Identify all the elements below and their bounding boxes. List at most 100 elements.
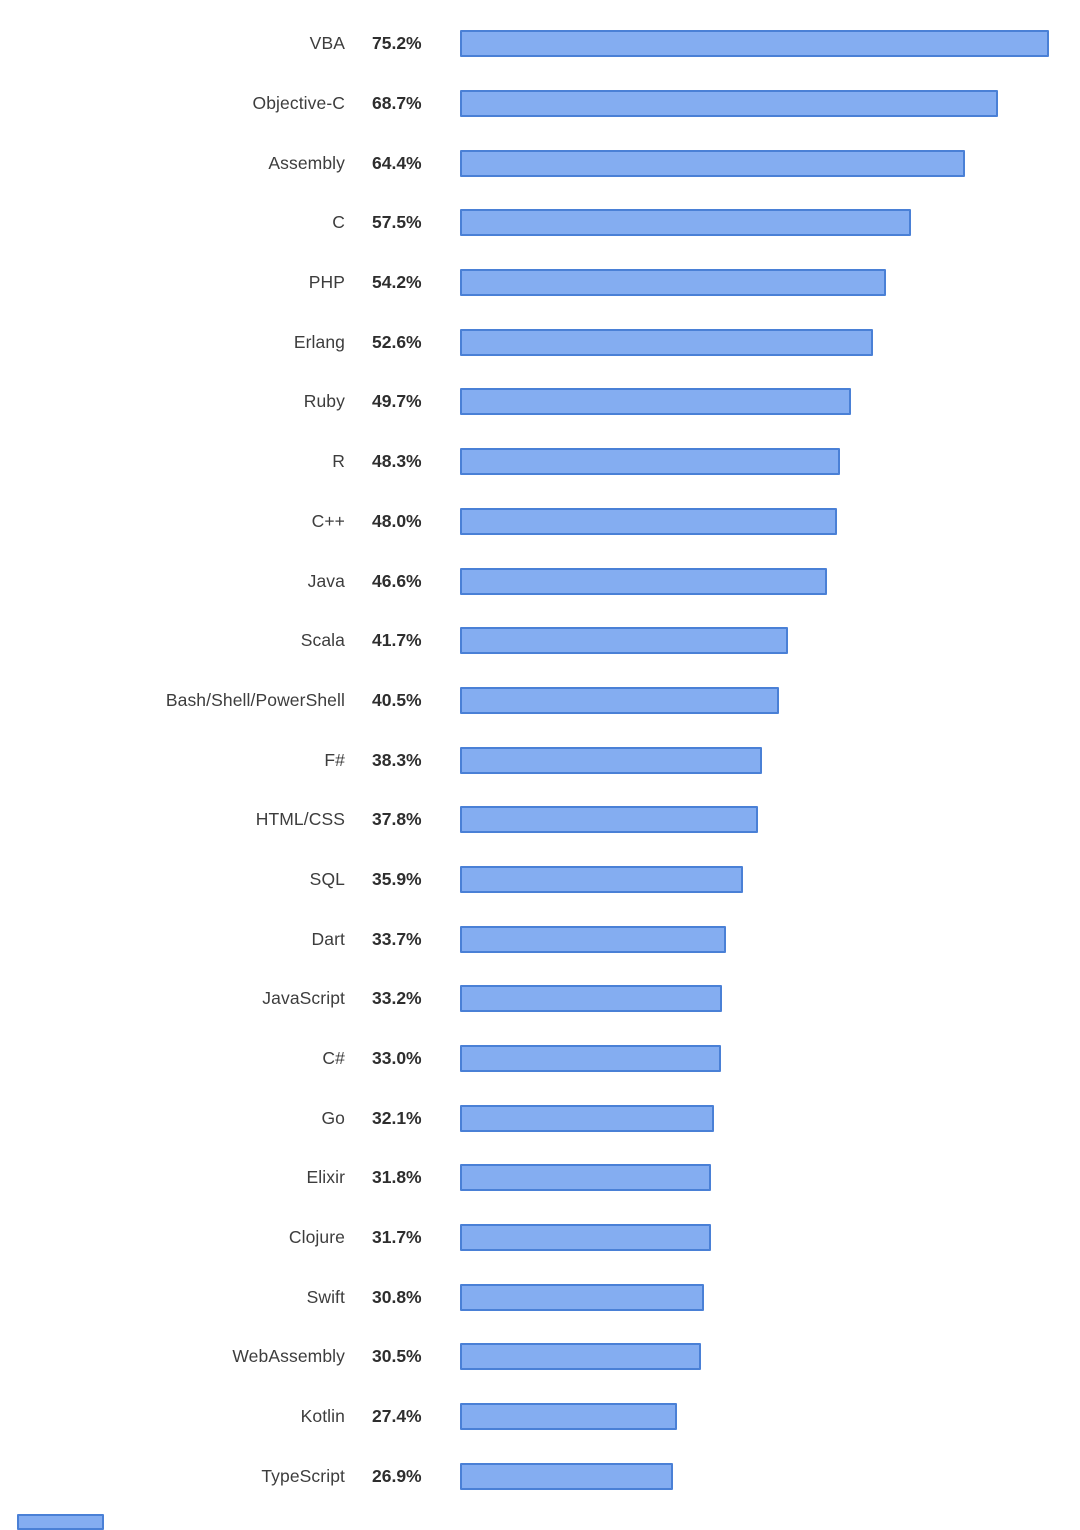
bar-track [460, 30, 1049, 58]
bar-value: 32.1% [372, 1107, 422, 1128]
chart-row: C++ 48.0% [0, 492, 1080, 552]
bar [460, 746, 762, 774]
bar [460, 1224, 711, 1252]
bar [460, 269, 886, 297]
bar-value: 35.9% [372, 868, 422, 889]
bar-track [460, 567, 1045, 595]
bar [460, 806, 759, 834]
chart-row: PHP 54.2% [0, 253, 1080, 313]
bar-value: 46.6% [372, 570, 422, 591]
bar [460, 90, 999, 118]
bar-track [460, 1343, 1045, 1371]
chart-row: JavaScript 33.2% [0, 969, 1080, 1029]
bar-label: Ruby [303, 391, 345, 412]
bar [460, 627, 789, 655]
bar-track [460, 1224, 1045, 1252]
bar-track [460, 507, 1045, 535]
bar-value: 57.5% [372, 212, 422, 233]
chart-row: Go 32.1% [0, 1088, 1080, 1148]
chart-row: SQL 35.9% [0, 850, 1080, 910]
chart-row: F# 38.3% [0, 730, 1080, 790]
bar-label: HTML/CSS [255, 809, 345, 830]
chart-row: C 57.5% [0, 193, 1080, 253]
bar-label: Bash/Shell/PowerShell [165, 689, 345, 710]
bar-value: 52.6% [372, 331, 422, 352]
chart-row: WebAssembly 30.5% [0, 1327, 1080, 1387]
chart-row: Bash/Shell/PowerShell 40.5% [0, 671, 1080, 731]
chart-row: Dart 33.7% [0, 909, 1080, 969]
bar-value: 75.2% [372, 33, 422, 54]
bar [460, 328, 874, 356]
bar-track [460, 1283, 1045, 1311]
chart-row: VBA 75.2% [0, 14, 1080, 74]
bar [460, 30, 1049, 58]
bar-value: 68.7% [372, 93, 422, 114]
bar-value: 48.0% [372, 510, 422, 531]
chart-row: Clojure 31.7% [0, 1208, 1080, 1268]
bar-value: 37.8% [372, 809, 422, 830]
bar [460, 686, 780, 714]
bar-value: 41.7% [372, 630, 422, 651]
bar-value: 49.7% [372, 391, 422, 412]
bar-value: 31.8% [372, 1167, 422, 1188]
chart-row: Elixir 31.8% [0, 1148, 1080, 1208]
bar-label: F# [324, 749, 345, 770]
bar-track [460, 209, 1045, 237]
chart-row: HTML/CSS 37.8% [0, 790, 1080, 850]
bar-label: Dart [311, 928, 345, 949]
bar [460, 1403, 678, 1431]
bar-track [460, 686, 1045, 714]
chart-row: TypeScript 26.9% [0, 1447, 1080, 1507]
bar [460, 567, 827, 595]
chart-row: Scala 41.7% [0, 611, 1080, 671]
bar-track [460, 985, 1045, 1013]
bar-label: Clojure [288, 1227, 345, 1248]
bar-track [460, 925, 1045, 953]
bar-label: Swift [306, 1286, 345, 1307]
chart-row: Erlang 52.6% [0, 312, 1080, 372]
bar-value: 30.8% [372, 1286, 422, 1307]
bar-label: Erlang [293, 331, 345, 352]
bar-value: 40.5% [372, 689, 422, 710]
bar-value: 54.2% [372, 272, 422, 293]
bar-track [460, 1045, 1045, 1073]
bar [460, 865, 744, 893]
bar-value: 48.3% [372, 451, 422, 472]
bar-track [460, 1104, 1045, 1132]
bar-label: C [332, 212, 345, 233]
bar [460, 149, 965, 177]
bar-track [460, 865, 1045, 893]
bar-label: TypeScript [261, 1465, 345, 1486]
bar-value: 33.7% [372, 928, 422, 949]
bar-value: 33.2% [372, 988, 422, 1009]
chart-row: Java 46.6% [0, 551, 1080, 611]
bar-label: Java [307, 570, 345, 591]
bar-track [460, 328, 1045, 356]
partial-next-bar [17, 1514, 104, 1530]
chart-row: Assembly 64.4% [0, 133, 1080, 193]
bar-label: Assembly [268, 152, 345, 173]
bar-track [460, 149, 1045, 177]
bar-value: 26.9% [372, 1465, 422, 1486]
bar [460, 1343, 702, 1371]
bar-track [460, 1164, 1045, 1192]
bar [460, 507, 838, 535]
bar [460, 1283, 704, 1311]
chart-row: C# 33.0% [0, 1029, 1080, 1089]
bar-track [460, 388, 1045, 416]
bar [460, 209, 912, 237]
bar-label: Scala [300, 630, 345, 651]
bar-value: 64.4% [372, 152, 422, 173]
bar [460, 1462, 674, 1490]
bar-track [460, 806, 1045, 834]
bar-label: Elixir [306, 1167, 345, 1188]
bar-value: 27.4% [372, 1406, 422, 1427]
bar-label: JavaScript [262, 988, 345, 1009]
bar-track [460, 746, 1045, 774]
bar-label: Objective-C [252, 93, 345, 114]
chart-row: Objective-C 68.7% [0, 74, 1080, 134]
bar-label: Kotlin [300, 1406, 345, 1427]
bar [460, 388, 851, 416]
bar-label: R [332, 451, 345, 472]
bar-label: SQL [309, 868, 345, 889]
